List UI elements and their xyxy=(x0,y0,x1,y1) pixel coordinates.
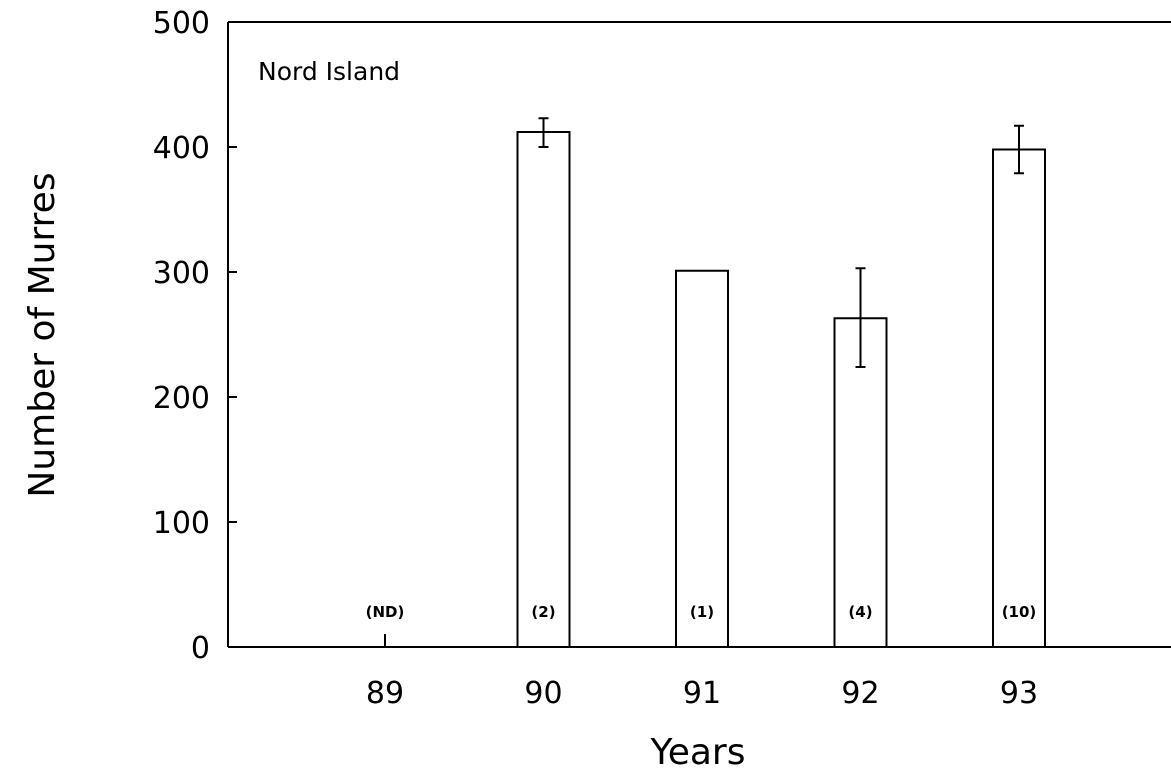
sample-size-label: (10) xyxy=(1002,603,1037,621)
y-axis-title: Number of Murres xyxy=(22,172,63,497)
y-tick-label: 500 xyxy=(153,6,210,41)
x-tick-label: 93 xyxy=(1000,676,1038,711)
x-axis: 89 90 91 92 93 xyxy=(366,634,1038,711)
x-axis-title: Years xyxy=(650,732,746,773)
error-bars xyxy=(538,117,1024,368)
x-tick-label: 90 xyxy=(524,676,562,711)
bar xyxy=(675,269,729,648)
y-axis: 0 100 200 300 400 500 xyxy=(153,6,237,666)
sample-size-labels: (ND) (2) (1) (4) (10) xyxy=(366,603,1037,621)
sample-size-label: (4) xyxy=(848,603,872,621)
x-tick-label: 89 xyxy=(366,676,404,711)
sample-size-label: (1) xyxy=(690,603,714,621)
y-tick-label: 0 xyxy=(191,631,210,666)
bar xyxy=(992,148,1046,648)
panel-annotation: Nord Island xyxy=(258,57,400,86)
y-tick-label: 400 xyxy=(153,131,210,166)
bar xyxy=(833,317,888,648)
bar xyxy=(516,131,571,648)
x-tick-label: 91 xyxy=(683,676,721,711)
y-tick-label: 300 xyxy=(153,256,210,291)
y-tick-label: 200 xyxy=(153,381,210,416)
sample-size-label: (2) xyxy=(531,603,555,621)
bars xyxy=(516,131,1046,648)
sample-size-label: (ND) xyxy=(366,603,405,621)
x-tick-label: 92 xyxy=(841,676,879,711)
y-tick-label: 100 xyxy=(153,506,210,541)
